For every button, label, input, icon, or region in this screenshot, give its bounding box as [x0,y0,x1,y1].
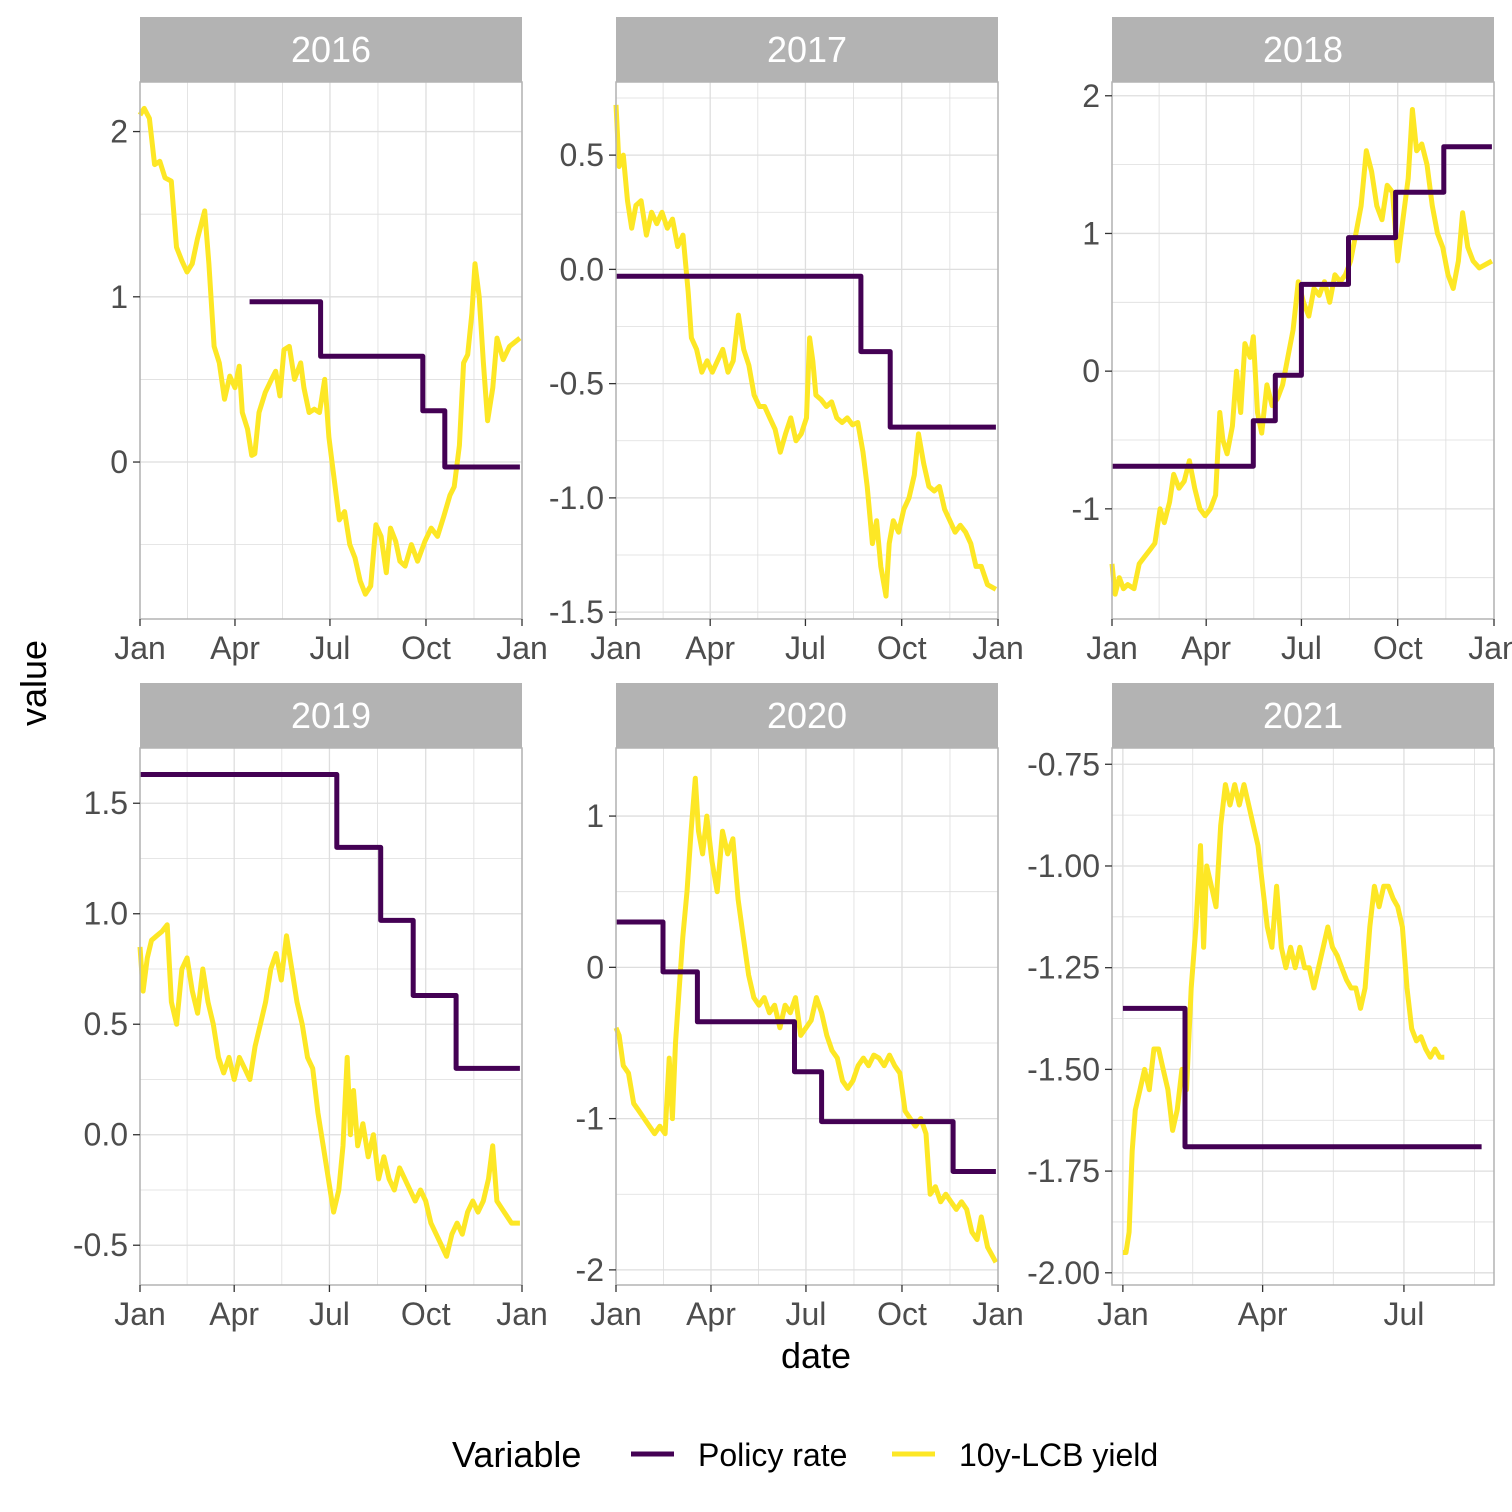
facet-panel-2020: 2020 Jan Apr Jul Oct Jan -2 -1 0 1 [576,683,1024,1332]
y-tick-label: -2 [576,1252,604,1288]
x-tick-label: Jul [309,1296,350,1332]
x-tick-label: Jan [1097,1296,1149,1332]
facet-strip-label: 2021 [1263,695,1343,736]
x-tick-label: Jul [785,630,826,666]
series-line-policy-rate [616,919,996,1174]
y-tick-label: 0.0 [560,251,604,287]
x-tick-label: Apr [1181,630,1231,666]
x-tick-label: Jul [310,630,351,666]
x-tick-label: Jan [590,1296,642,1332]
panel-background [616,748,998,1285]
x-tick-label: Oct [1373,630,1423,666]
facet-strip-label: 2016 [291,29,371,70]
series-line-10y-lcb-yield [1122,782,1445,1255]
facet-panel-2018: 2018 Jan Apr Jul Oct Jan -1 0 1 2 [1072,17,1512,666]
x-tick-label: Apr [209,1296,259,1332]
y-tick-label: 1.5 [84,785,128,821]
series-line-policy-rate [616,273,996,430]
y-tick-label: 0 [586,949,604,985]
facet-strip [140,17,522,82]
series-line-policy-rate [1112,144,1492,469]
y-tick-label: 1.0 [84,896,128,932]
y-tick-label: 2 [110,114,128,150]
y-tick-label: -1.75 [1027,1153,1100,1189]
x-tick-label: Jan [1468,630,1512,666]
y-tick-label: -2.00 [1027,1255,1100,1291]
y-tick-label: 1 [110,279,128,315]
y-tick-label: 0 [1082,353,1100,389]
panel-background [1112,748,1494,1285]
y-tick-label: -1.0 [549,480,604,516]
series-line-10y-lcb-yield [613,775,999,1264]
y-tick-label: 1 [1082,215,1100,251]
panel-background [140,82,522,619]
legend: Variable Policy rate 10y-LCB yield [452,1434,1158,1475]
facet-strip [1112,683,1494,748]
y-tick-label: -1.50 [1027,1051,1100,1087]
series-line-10y-lcb-yield [613,104,998,599]
grid-lines [1112,748,1494,1285]
facet-panel-2016: 2016 Jan Apr Jul Oct Jan 0 1 2 [110,17,548,666]
facet-strip-label: 2018 [1263,29,1343,70]
x-tick-label: Jul [1383,1296,1424,1332]
y-tick-label: 0.0 [84,1117,128,1153]
x-tick-label: Oct [401,630,451,666]
y-tick-label: 2 [1082,78,1100,114]
y-tick-label: -0.5 [73,1227,128,1263]
facet-strip-label: 2017 [767,29,847,70]
x-tick-label: Jan [114,630,166,666]
y-tick-label: 1 [586,798,604,834]
series-line-10y-lcb-yield [137,105,522,597]
x-tick-label: Jan [1086,630,1138,666]
legend-title: Variable [452,1434,581,1475]
legend-label-10y-lcb-yield: 10y-LCB yield [959,1437,1158,1473]
x-tick-label: Apr [685,630,735,666]
facet-strip [616,683,998,748]
x-tick-label: Oct [877,1296,927,1332]
y-tick-label: -0.5 [549,366,604,402]
x-tick-label: Jan [114,1296,166,1332]
x-tick-label: Oct [877,630,927,666]
y-tick-label: 0 [110,444,128,480]
x-tick-label: Jan [972,630,1024,666]
facet-strip-label: 2020 [767,695,847,736]
x-tick-label: Jul [786,1296,827,1332]
x-tick-label: Jan [496,1296,548,1332]
x-axis-label: date [781,1335,851,1376]
y-tick-label: 0.5 [560,137,604,173]
facet-panel-2019: 2019 Jan Apr Jul Oct Jan -0.5 0.0 0.5 1.0 1.5 [73,683,548,1332]
facet-strip [140,683,522,748]
x-tick-label: Oct [401,1296,451,1332]
x-tick-label: Jan [590,630,642,666]
x-tick-label: Apr [686,1296,736,1332]
legend-label-policy-rate: Policy rate [698,1437,847,1473]
y-tick-label: -1.25 [1027,950,1100,986]
y-tick-label: -0.75 [1027,746,1100,782]
x-tick-label: Jul [1281,630,1322,666]
y-tick-label: -1.5 [549,594,604,630]
series-line-policy-rate [140,772,520,1071]
x-tick-label: Jan [972,1296,1024,1332]
y-tick-label: 0.5 [84,1006,128,1042]
x-tick-label: Apr [210,630,260,666]
facet-strip [616,17,998,82]
x-tick-label: Jan [496,630,548,666]
y-tick-label: -1 [576,1101,604,1137]
facet-panels: 2016 Jan Apr Jul Oct Jan 0 1 2 2017 Jan Apr Jul Oct Ja… [73,17,1512,1332]
series-line-policy-rate [1122,1005,1482,1150]
y-tick-label: -1 [1072,491,1100,527]
series-line-policy-rate [249,299,520,470]
series-line-10y-lcb-yield [137,922,520,1259]
y-axis-label: value [13,640,54,726]
facet-strip-label: 2019 [291,695,371,736]
y-tick-label: -1.00 [1027,848,1100,884]
facet-strip [1112,17,1494,82]
facet-panel-2021: 2021 Jan Apr Jul -2.00 -1.75 -1.50 -1.25 -1.00 -0… [1027,683,1495,1332]
x-tick-label: Apr [1238,1296,1288,1332]
series-line-10y-lcb-yield [1109,107,1494,597]
